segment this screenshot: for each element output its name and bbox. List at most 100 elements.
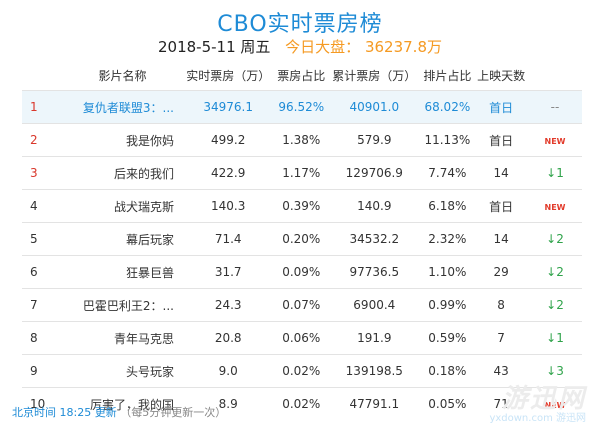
- box-office-share: 1.17%: [274, 156, 329, 190]
- no-change-indicator: --: [550, 100, 560, 114]
- days-released: 7: [474, 321, 528, 355]
- footer: 北京时间 18:25 更新 （每5分钟更新一次）: [12, 404, 226, 420]
- rank-down-icon: ↓3: [546, 364, 564, 378]
- movie-name: 我是你妈: [63, 123, 182, 157]
- screening-share: 68.02%: [420, 90, 475, 124]
- realtime-box-office: 24.3: [182, 288, 275, 322]
- header-realtime: 实时票房（万）: [186, 68, 271, 83]
- rank: 6: [22, 255, 63, 289]
- rank: 7: [22, 288, 63, 322]
- header-name: 影片名称: [98, 68, 147, 83]
- watermark-logo: 游迅网 yxdown.com 游迅网: [489, 378, 586, 424]
- rank-trend: ↓2: [528, 288, 582, 322]
- box-office-share: 0.07%: [274, 288, 329, 322]
- realtime-box-office: 422.9: [182, 156, 275, 190]
- movie-name: 狂暴巨兽: [63, 255, 182, 289]
- rank-down-icon: ↓2: [546, 298, 564, 312]
- box-office-share: 0.20%: [274, 222, 329, 256]
- header-share: 票房占比: [277, 68, 326, 83]
- cumulative-box-office: 129706.9: [328, 156, 421, 190]
- update-note: （每5分钟更新一次）: [120, 406, 227, 419]
- movie-name: 幕后玩家: [63, 222, 182, 256]
- table-row: 6 狂暴巨兽 31.7 0.09% 97736.5 1.10% 29 ↓2: [22, 255, 582, 289]
- realtime-box-office: 20.8: [182, 321, 275, 355]
- new-badge: NEW: [544, 137, 566, 146]
- realtime-box-office: 71.4: [182, 222, 275, 256]
- subtitle: 2018-5-11 周五 今日大盘： 36237.8万: [0, 36, 600, 57]
- screening-share: 0.59%: [420, 321, 475, 355]
- rank-trend: NEW: [528, 123, 582, 157]
- movie-name: 巴霍巴利王2：...: [63, 288, 182, 322]
- days-released: 14: [474, 222, 528, 256]
- update-time: 北京时间 18:25 更新: [12, 406, 117, 419]
- box-office-share: 0.39%: [274, 189, 329, 223]
- table-row: 4 战犬瑞克斯 140.3 0.39% 140.9 6.18% 首日 NEW: [22, 189, 582, 223]
- movie-name: 头号玩家: [63, 354, 182, 388]
- box-office-share: 96.52%: [274, 90, 329, 124]
- screening-share: 0.99%: [420, 288, 475, 322]
- movie-name: 青年马克思: [63, 321, 182, 355]
- rank-trend: ↓1: [528, 156, 582, 190]
- screening-share: 11.13%: [420, 123, 475, 157]
- cumulative-box-office: 40901.0: [328, 90, 421, 124]
- table-row: 9 头号玩家 9.0 0.02% 139198.5 0.18% 43 ↓3: [22, 354, 582, 388]
- realtime-box-office: 34976.1: [182, 90, 275, 124]
- watermark-sub2: 游迅网: [556, 413, 586, 424]
- cumulative-box-office: 139198.5: [328, 354, 421, 388]
- rank-down-icon: ↓1: [546, 331, 564, 345]
- box-office-table: 影片名称 实时票房（万） 票房占比 累计票房（万） 排片占比 上映天数 1 复仇者…: [22, 60, 582, 420]
- box-office-share: 1.38%: [274, 123, 329, 157]
- screening-share: 7.74%: [420, 156, 475, 190]
- rank-down-icon: ↓2: [546, 232, 564, 246]
- table-row: 5 幕后玩家 71.4 0.20% 34532.2 2.32% 14 ↓2: [22, 222, 582, 256]
- rank-trend: NEW: [528, 387, 582, 420]
- cumulative-box-office: 140.9: [328, 189, 421, 223]
- screening-share: 0.05%: [420, 387, 475, 420]
- rank: 1: [22, 90, 63, 124]
- rank-trend: ↓3: [528, 354, 582, 388]
- days-released: 8: [474, 288, 528, 322]
- box-office-share: 0.02%: [274, 387, 329, 420]
- header-rank: [22, 60, 63, 91]
- rank: 8: [22, 321, 63, 355]
- table-header: 影片名称 实时票房（万） 票房占比 累计票房（万） 排片占比 上映天数: [22, 60, 582, 91]
- screening-share: 2.32%: [420, 222, 475, 256]
- days-released: 29: [474, 255, 528, 289]
- days-released: 首日: [474, 123, 528, 157]
- table-row: 1 复仇者联盟3：... 34976.1 96.52% 40901.0 68.02% 首日 -…: [22, 90, 582, 124]
- days-released: 43: [474, 354, 528, 388]
- rank-trend: ↓2: [528, 255, 582, 289]
- rank-trend: --: [528, 90, 582, 124]
- cumulative-box-office: 191.9: [328, 321, 421, 355]
- movie-name: 复仇者联盟3：...: [63, 90, 182, 124]
- box-office-share: 0.06%: [274, 321, 329, 355]
- rank: 2: [22, 123, 63, 157]
- total-value: 36237.8万: [364, 38, 442, 56]
- rank-trend: NEW: [528, 189, 582, 223]
- rank: 9: [22, 354, 63, 388]
- table-row: 8 青年马克思 20.8 0.06% 191.9 0.59% 7 ↓1: [22, 321, 582, 355]
- watermark-sub: yxdown.com 游迅网: [489, 409, 586, 424]
- table-row: 7 巴霍巴利王2：... 24.3 0.07% 6900.4 0.99% 8 ↓2: [22, 288, 582, 322]
- rank: 5: [22, 222, 63, 256]
- screening-share: 0.18%: [420, 354, 475, 388]
- box-office-share: 0.09%: [274, 255, 329, 289]
- cumulative-box-office: 6900.4: [328, 288, 421, 322]
- header-cumulative: 累计票房（万）: [332, 68, 417, 83]
- header-screening: 排片占比: [423, 68, 472, 83]
- table-row: 2 我是你妈 499.2 1.38% 579.9 11.13% 首日 NEW: [22, 123, 582, 157]
- rank-trend: ↓1: [528, 321, 582, 355]
- rank-trend: ↓2: [528, 222, 582, 256]
- screening-share: 1.10%: [420, 255, 475, 289]
- days-released: 首日: [474, 189, 528, 223]
- watermark-domain: yxdown.com: [489, 413, 553, 424]
- rank: 4: [22, 189, 63, 223]
- watermark-main: 游迅网: [501, 384, 586, 414]
- date-label: 2018-5-11 周五: [157, 38, 271, 56]
- movie-name: 后来的我们: [63, 156, 182, 190]
- header-trend: [528, 60, 582, 91]
- box-office-share: 0.02%: [274, 354, 329, 388]
- realtime-box-office: 31.7: [182, 255, 275, 289]
- realtime-box-office: 9.0: [182, 354, 275, 388]
- cumulative-box-office: 34532.2: [328, 222, 421, 256]
